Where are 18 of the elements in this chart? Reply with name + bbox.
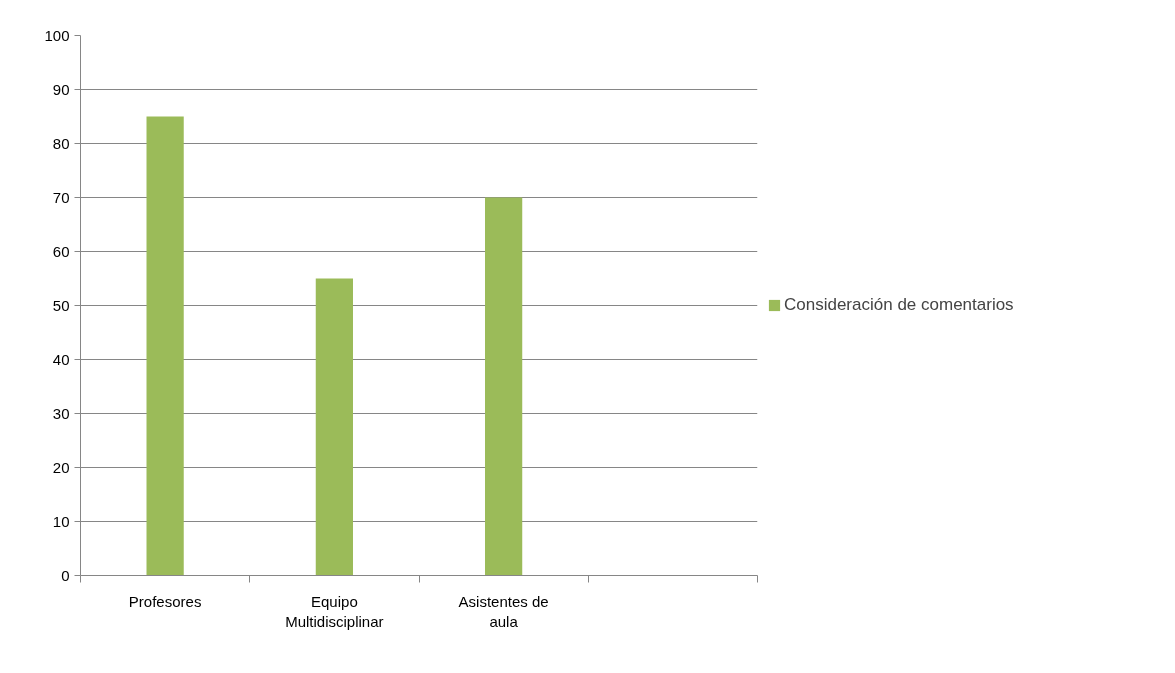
bar xyxy=(315,278,353,576)
y-tick-label: 30 xyxy=(52,404,70,422)
y-tick-label: 100 xyxy=(44,26,70,44)
y-tick-label: 80 xyxy=(52,134,70,152)
x-tick-label: Profesores xyxy=(128,592,202,610)
x-tick-label: Equipo Multidisciplinar xyxy=(285,592,384,630)
y-tick-label: 20 xyxy=(52,458,70,476)
y-tick-label: 10 xyxy=(52,512,70,530)
y-tick-label: 60 xyxy=(52,242,70,260)
y-tick-label: 90 xyxy=(52,80,70,98)
y-tick-label: 0 xyxy=(61,566,70,584)
bar xyxy=(485,197,523,576)
y-tick-label: 50 xyxy=(52,296,70,314)
y-tick-label: 40 xyxy=(52,350,70,368)
legend-label: Consideración de comentarios xyxy=(784,295,1014,315)
y-tick-label: 70 xyxy=(52,188,70,206)
x-tick-label: Asistentes de aula xyxy=(458,592,549,630)
bar xyxy=(146,116,184,576)
